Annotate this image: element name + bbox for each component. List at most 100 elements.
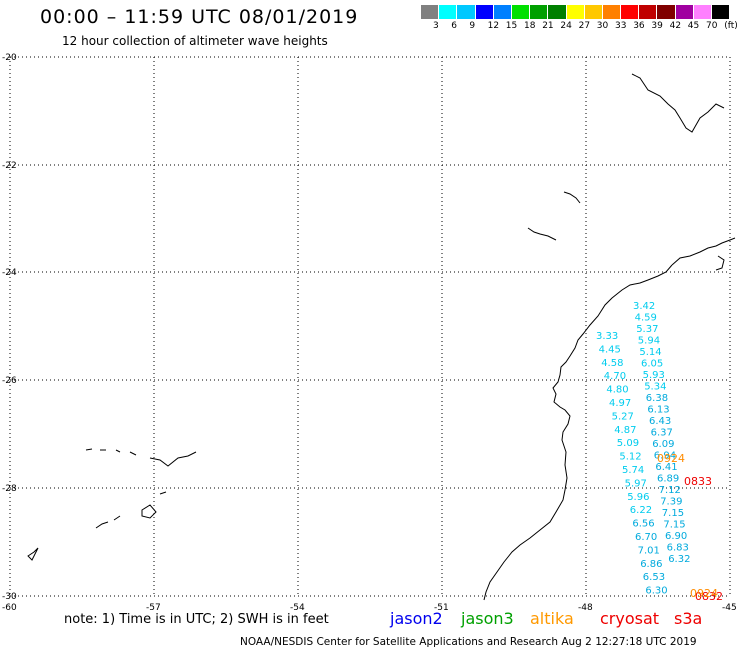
swh-value: 6.37 [651,428,673,439]
swh-value: 6.38 [646,393,668,404]
swh-value: 6.43 [649,416,671,427]
swh-value: 5.37 [636,324,658,335]
pass-time-label: 0833 [684,475,712,488]
coastline [27,73,736,601]
swh-value: 7.12 [659,485,681,496]
swh-value: 4.59 [635,313,657,324]
satellite-label: altika [530,609,574,628]
colorbar-label: (ft) [724,21,738,31]
colorbar-swatch [693,5,712,19]
swh-value: 5.12 [619,452,641,463]
colorbar-swatch [657,5,676,19]
swh-value: 6.83 [667,543,689,554]
axis-labels: -20 -22 -24 -26 -28 -30-60 -57 -54 -51 -48 -45 [2,53,737,613]
swh-value: 6.90 [665,531,687,542]
island-small-2 [527,227,557,241]
colorbar-swatch [621,5,640,19]
swh-value: 5.34 [644,382,666,393]
west-islands-4 [95,515,121,529]
lat-label: -24 [2,268,17,278]
swh-value: 3.42 [633,301,655,312]
swh-readings: 3.424.595.375.945.146.055.935.346.386.13… [596,301,690,597]
west-islands-3 [141,504,157,519]
swh-value: 6.94 [654,451,676,462]
colorbar-swatch [548,5,567,19]
swh-value: 6.30 [645,586,667,597]
swh-value: 5.14 [639,347,661,358]
lon-label: -54 [290,603,305,613]
swh-value: 5.93 [643,370,665,381]
swh-value: 5.09 [617,438,639,449]
colorbar-label: 18 [524,21,536,31]
colorbar-label: 27 [578,21,591,31]
pass-time-label: 0924 [657,452,685,465]
swh-value: 6.70 [635,532,657,543]
colorbar-swatch [421,5,440,19]
pass-time-label: 0924 [690,587,718,600]
swh-value: 6.32 [668,554,690,565]
colorbar-label: 70 [706,21,718,31]
swh-value: 4.97 [609,398,631,409]
lat-lon-grid [9,56,731,597]
swh-value: 6.13 [647,405,669,416]
swh-value: 6.05 [641,359,663,370]
colorbar-swatch [457,5,476,19]
colorbar-swatch [439,5,458,19]
island-small-3 [715,255,725,271]
lat-label: -26 [2,376,17,386]
colorbar-label: 24 [560,21,572,31]
footer-credit: NOAA/NESDIS Center for Satellite Applica… [240,636,697,648]
west-islands-5 [27,547,39,561]
colorbar-label: 39 [651,21,663,31]
island-small-1 [563,191,581,204]
lon-label: -48 [578,603,593,613]
colorbar-swatch [712,5,731,19]
lat-label: -20 [2,53,17,63]
colorbar-swatch [475,5,494,19]
swh-value: 5.97 [625,478,647,489]
swh-value: 4.80 [606,385,628,396]
lat-label: -30 [2,592,17,602]
satellite-label: s3a [674,609,703,628]
west-islands-2 [85,448,137,456]
swh-value: 4.45 [599,344,621,355]
map-title: 00:00 – 11:59 UTC 08/01/2019 [40,6,359,28]
map-subtitle: 12 hour collection of altimeter wave hei… [62,34,328,48]
colorbar-label: 42 [669,21,682,31]
colorbar-swatch [493,5,512,19]
colorbar-swatch [511,5,531,19]
south-america-coastline [483,264,673,601]
colorbar-label: 33 [615,21,627,31]
swh-value: 4.58 [601,358,623,369]
lon-label: -57 [146,603,161,613]
colorbar-label: 3 [433,21,439,31]
colorbar-label: 6 [451,21,457,31]
swh-value: 6.56 [632,519,654,530]
swh-value: 7.39 [660,497,682,508]
swh-value: 7.15 [662,508,684,519]
island-ne [631,73,725,133]
satellite-label: jason3 [461,609,514,628]
swh-value: 6.41 [655,462,677,473]
swh-value: 4.87 [614,425,636,436]
swh-value: 5.74 [622,465,644,476]
colorbar-swatch [530,5,549,19]
colorbar-swatch [566,5,585,19]
colorbar-label: 36 [633,21,645,31]
swh-value: 5.94 [638,336,660,347]
swh-value: 6.86 [640,559,662,570]
swh-value: 4.70 [604,371,626,382]
coastline-north [671,237,736,266]
colorbar-label: 30 [596,21,609,31]
west-islands-1 [149,451,197,467]
swh-value: 6.89 [657,474,679,485]
colorbar-swatch [602,5,622,19]
lon-label: -60 [2,603,17,613]
lat-label: -28 [2,484,17,494]
colorbar-label: 15 [505,21,518,31]
swh-value: 6.22 [630,505,652,516]
swh-value: 3.33 [596,331,618,342]
note-text: note: 1) Time is in UTC; 2) SWH is in fe… [64,612,329,627]
west-islands-6 [159,491,167,495]
